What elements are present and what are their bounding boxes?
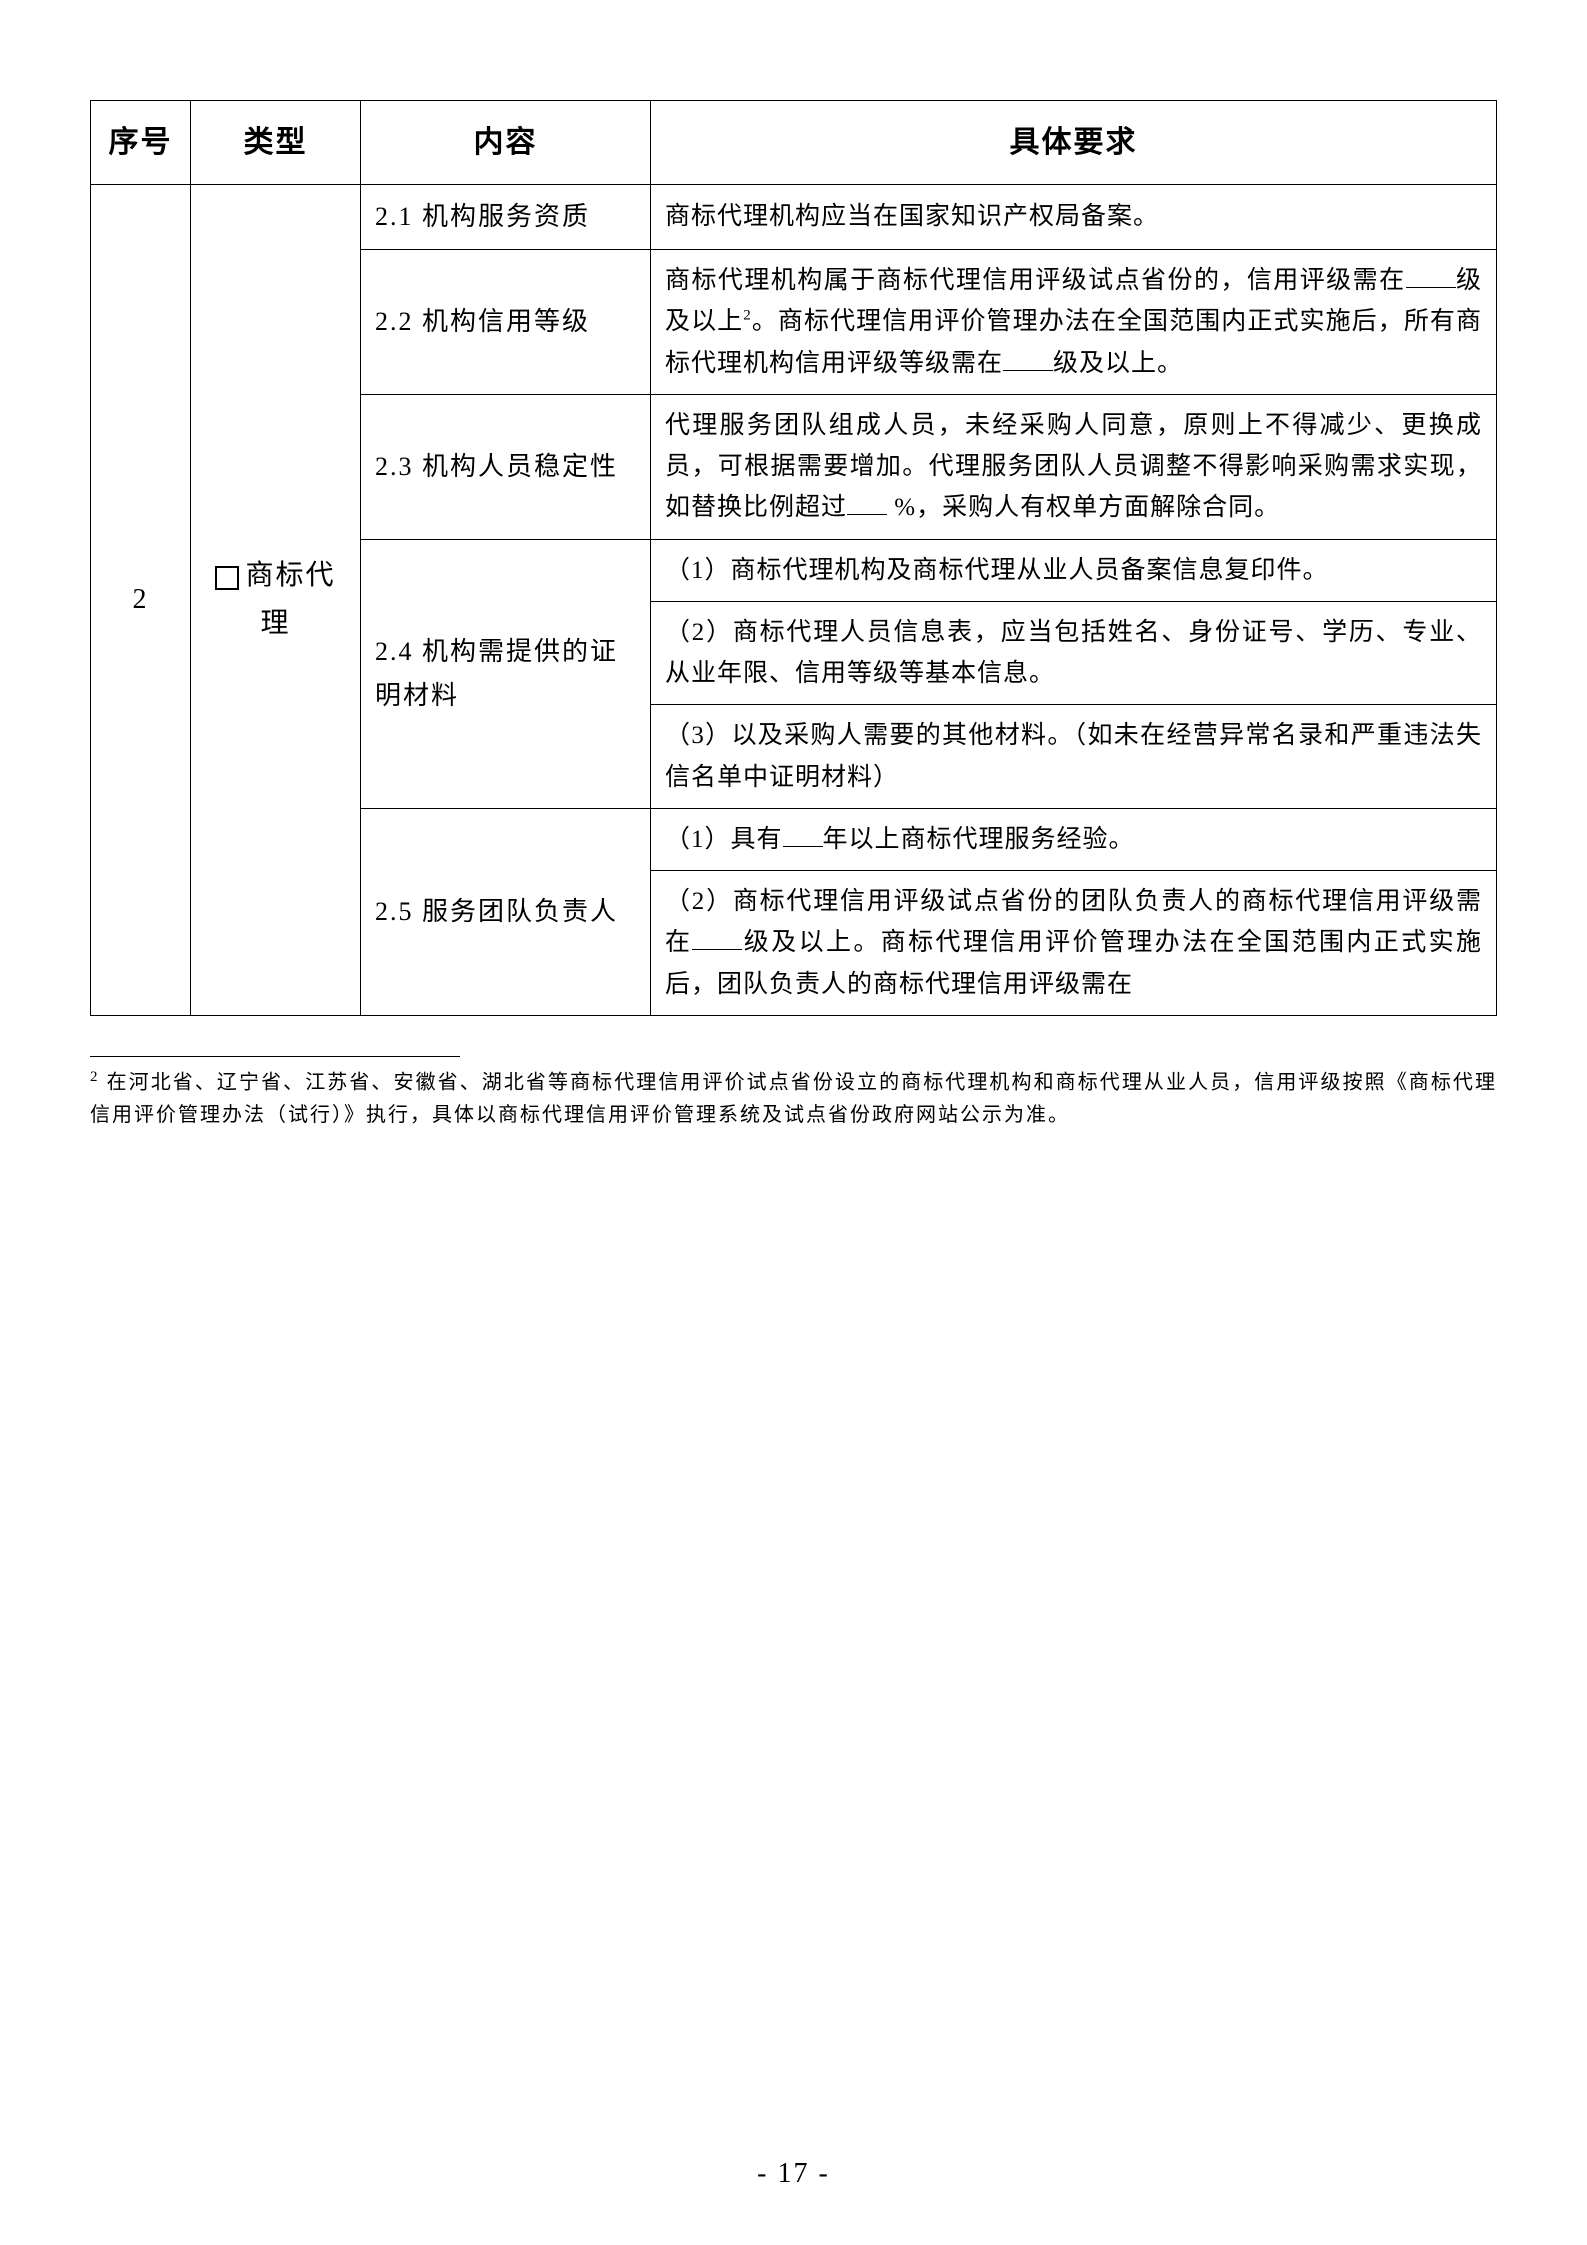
blank-field[interactable]	[783, 822, 823, 847]
seq-cell: 2	[91, 185, 191, 1016]
detail-cell-23: 代理服务团队组成人员，未经采购人同意，原则上不得减少、更换成员，可根据需要增加。…	[651, 394, 1497, 539]
blank-field[interactable]	[1406, 263, 1456, 288]
requirements-table-container: 序号 类型 内容 具体要求 2 商标代理 2.1 机构服务资质 商标代理机构应当…	[90, 100, 1497, 1016]
blank-field[interactable]	[1003, 346, 1053, 371]
requirements-table: 序号 类型 内容 具体要求 2 商标代理 2.1 机构服务资质 商标代理机构应当…	[90, 100, 1497, 1016]
detail-25-2-p2: 级及以上。商标代理信用评价管理办法在全国范围内正式实施后，团队负责人的商标代理信…	[665, 929, 1482, 997]
detail-22-p1: 商标代理机构属于商标代理信用评级试点省份的，信用评级需在	[665, 267, 1406, 294]
header-detail: 具体要求	[651, 101, 1497, 185]
header-content: 内容	[361, 101, 651, 185]
page-number: - 17 -	[0, 2158, 1587, 2190]
table-header-row: 序号 类型 内容 具体要求	[91, 101, 1497, 185]
content-cell-23: 2.3 机构人员稳定性	[361, 394, 651, 539]
type-label: 商标代理	[245, 560, 335, 639]
footnote-marker: 2	[90, 1069, 100, 1085]
detail-cell-22: 商标代理机构属于商标代理信用评级试点省份的，信用评级需在级及以上2。商标代理信用…	[651, 250, 1497, 395]
content-cell-22: 2.2 机构信用等级	[361, 250, 651, 395]
detail-22-p4: 级及以上。	[1053, 350, 1183, 377]
content-cell-25: 2.5 服务团队负责人	[361, 808, 651, 1015]
footnote: 2 在河北省、辽宁省、江苏省、安徽省、湖北省等商标代理信用评价试点省份设立的商标…	[90, 1065, 1497, 1131]
footnote-text: 在河北省、辽宁省、江苏省、安徽省、湖北省等商标代理信用评价试点省份设立的商标代理…	[90, 1072, 1497, 1126]
detail-cell-24-3: （3）以及采购人需要的其他材料。（如未在经营异常名录和严重违法失信名单中证明材料…	[651, 705, 1497, 809]
footnote-ref: 2	[743, 308, 752, 324]
table-row: 2 商标代理 2.1 机构服务资质 商标代理机构应当在国家知识产权局备案。	[91, 185, 1497, 250]
detail-cell-21: 商标代理机构应当在国家知识产权局备案。	[651, 185, 1497, 250]
footnote-separator	[90, 1056, 460, 1057]
checkbox-icon[interactable]	[215, 566, 239, 590]
detail-25-1-p2: 年以上商标代理服务经验。	[823, 826, 1135, 853]
detail-cell-24-1: （1）商标代理机构及商标代理从业人员备案信息复印件。	[651, 539, 1497, 601]
content-cell-24: 2.4 机构需提供的证明材料	[361, 539, 651, 808]
header-seq: 序号	[91, 101, 191, 185]
content-cell-21: 2.1 机构服务资质	[361, 185, 651, 250]
detail-cell-25-1: （1）具有 年以上商标代理服务经验。	[651, 808, 1497, 870]
detail-23-p2: %，采购人有权单方面解除合同。	[887, 494, 1280, 521]
detail-cell-25-2: （2）商标代理信用评级试点省份的团队负责人的商标代理信用评级需在级及以上。商标代…	[651, 871, 1497, 1016]
detail-25-1-p1: （1）具有	[665, 826, 783, 853]
blank-field[interactable]	[847, 490, 887, 515]
header-type: 类型	[191, 101, 361, 185]
blank-field[interactable]	[692, 925, 742, 950]
detail-cell-24-2: （2）商标代理人员信息表，应当包括姓名、身份证号、学历、专业、从业年限、信用等级…	[651, 601, 1497, 705]
type-cell: 商标代理	[191, 185, 361, 1016]
